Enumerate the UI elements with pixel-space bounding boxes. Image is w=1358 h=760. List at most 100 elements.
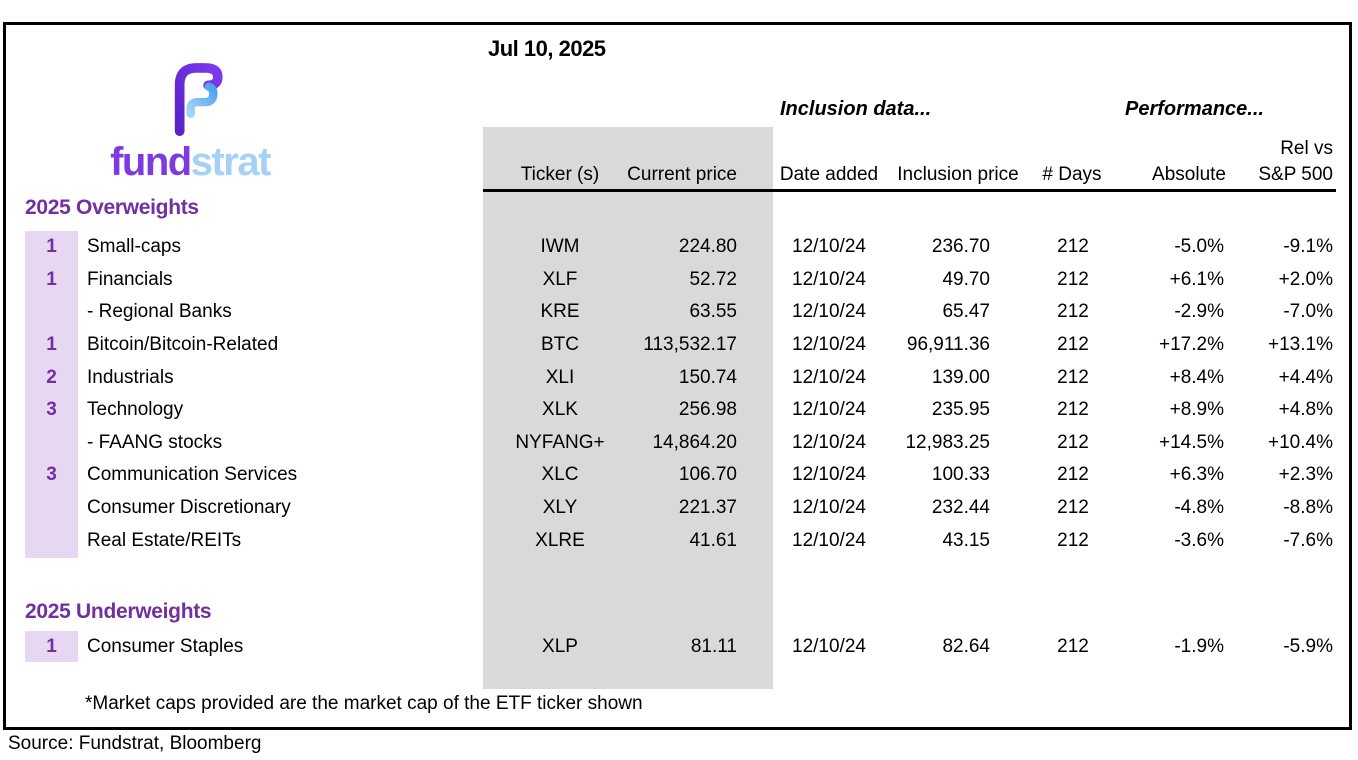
- group-header-inclusion-data: Inclusion data...: [780, 98, 932, 120]
- cell-abs: +6.3%: [1169, 464, 1224, 486]
- cell-rank: 1: [46, 268, 57, 290]
- table-row: 1 Small-caps IWM 224.80 12/10/24 236.70 212 -5.…: [0, 231, 1336, 264]
- cell-category: Technology: [87, 399, 184, 421]
- cell-ticker: XLRE: [535, 529, 585, 551]
- column-header-rel-line2: S&P 500: [1258, 164, 1333, 185]
- cell-date: 12/10/24: [792, 497, 866, 519]
- overweights-rows: 1 Small-caps IWM 224.80 12/10/24 236.70 212 -5.…: [0, 231, 1336, 557]
- cell-date: 12/10/24: [792, 464, 866, 486]
- cell-days: 212: [1057, 366, 1089, 388]
- cell-days: 212: [1057, 268, 1089, 290]
- cell-ticker: KRE: [540, 301, 580, 323]
- column-header-rel-sp500: Rel vs S&P 500: [1225, 136, 1333, 188]
- cell-abs: +14.5%: [1159, 431, 1224, 453]
- cell-price: 63.55: [689, 301, 737, 323]
- table-row: 3 Communication Services XLC 106.70 12/10/24…: [0, 459, 1336, 492]
- cell-price: 256.98: [678, 399, 737, 421]
- cell-ticker: BTC: [541, 334, 579, 356]
- cell-abs: +8.9%: [1169, 399, 1224, 421]
- table-row: 2 Industrials XLI 150.74 12/10/24 139.00 212 +8…: [0, 361, 1336, 394]
- cell-category: - FAANG stocks: [87, 431, 223, 453]
- cell-incprice: 12,983.25: [905, 431, 990, 453]
- cell-rel: +10.4%: [1268, 431, 1333, 453]
- wordmark-strat: strat: [190, 140, 272, 184]
- market-cap-footnote: *Market caps provided are the market cap…: [85, 693, 643, 714]
- cell-abs: -2.9%: [1174, 301, 1224, 323]
- cell-incprice: 139.00: [931, 366, 990, 388]
- column-header-current-price: Current price: [627, 164, 737, 185]
- cell-date: 12/10/24: [792, 334, 866, 356]
- cell-incprice: 100.33: [931, 464, 990, 486]
- cell-date: 12/10/24: [792, 366, 866, 388]
- cell-date: 12/10/24: [792, 268, 866, 290]
- section-title-overweights: 2025 Overweights: [25, 196, 199, 219]
- cell-days: 212: [1057, 497, 1089, 519]
- column-header-ticker: Ticker (s): [520, 164, 600, 185]
- cell-ticker: IWM: [540, 236, 580, 258]
- cell-ticker: XLI: [545, 366, 575, 388]
- cell-rel: +13.1%: [1268, 334, 1333, 356]
- column-header-date-added: Date added: [779, 164, 879, 185]
- cell-category: Small-caps: [87, 236, 181, 258]
- table-row: 3 Technology XLK 256.98 12/10/24 235.95 212 +8.…: [0, 394, 1336, 427]
- cell-category: Bitcoin/Bitcoin-Related: [87, 334, 279, 356]
- cell-category: Consumer Discretionary: [87, 497, 291, 519]
- cell-category: Communication Services: [87, 464, 298, 486]
- cell-days: 212: [1057, 464, 1089, 486]
- cell-abs: +6.1%: [1169, 268, 1224, 290]
- cell-days: 212: [1057, 529, 1089, 551]
- table-row: 1 Consumer Staples XLP 81.11 12/10/24 82.64 21…: [0, 631, 1336, 664]
- cell-rank: 1: [46, 236, 57, 258]
- cell-incprice: 235.95: [931, 399, 990, 421]
- column-header-absolute: Absolute: [1152, 164, 1226, 185]
- cell-rel: -8.8%: [1283, 497, 1333, 519]
- cell-days: 212: [1057, 399, 1089, 421]
- cell-category: - Regional Banks: [87, 301, 232, 323]
- cell-abs: +17.2%: [1159, 334, 1224, 356]
- cell-rel: -7.0%: [1283, 301, 1333, 323]
- cell-abs: -1.9%: [1174, 636, 1224, 658]
- cell-price: 52.72: [689, 268, 737, 290]
- cell-date: 12/10/24: [792, 636, 866, 658]
- cell-rank: 3: [46, 399, 57, 421]
- cell-rel: +2.3%: [1278, 464, 1333, 486]
- cell-incprice: 49.70: [942, 268, 990, 290]
- cell-ticker: NYFANG+: [515, 431, 605, 453]
- cell-incprice: 96,911.36: [906, 334, 990, 356]
- cell-price: 41.61: [689, 529, 737, 551]
- cell-abs: +8.4%: [1169, 366, 1224, 388]
- cell-incprice: 232.44: [931, 497, 990, 519]
- column-header-days: # Days: [1042, 164, 1102, 185]
- underweights-rows: 1 Consumer Staples XLP 81.11 12/10/24 82.64 21…: [0, 631, 1336, 664]
- cell-days: 212: [1057, 301, 1089, 323]
- fundstrat-f-icon: [174, 63, 223, 137]
- cell-date: 12/10/24: [792, 301, 866, 323]
- table-row: - Regional Banks KRE 63.55 12/10/24 65.47 212…: [0, 296, 1336, 329]
- cell-category: Consumer Staples: [87, 636, 244, 658]
- cell-rel: -7.6%: [1283, 529, 1333, 551]
- cell-date: 12/10/24: [792, 431, 866, 453]
- cell-category: Real Estate/REITs: [87, 529, 242, 551]
- cell-abs: -4.8%: [1174, 497, 1224, 519]
- header-underline: [483, 189, 1336, 192]
- cell-ticker: XLY: [542, 497, 578, 519]
- column-header-inclusion-price: Inclusion price: [897, 164, 1019, 185]
- cell-incprice: 43.15: [942, 529, 990, 551]
- report-date: Jul 10, 2025: [488, 36, 606, 61]
- cell-price: 14,864.20: [652, 431, 737, 453]
- table-row: Real Estate/REITs XLRE 41.61 12/10/24 43.15 2…: [0, 524, 1336, 557]
- cell-abs: -5.0%: [1174, 236, 1224, 258]
- cell-category: Industrials: [87, 366, 174, 388]
- cell-ticker: XLF: [542, 268, 578, 290]
- cell-days: 212: [1057, 334, 1089, 356]
- cell-rank: 2: [46, 366, 57, 388]
- cell-ticker: XLP: [542, 636, 578, 658]
- cell-days: 212: [1057, 236, 1089, 258]
- table-row: 1 Bitcoin/Bitcoin-Related BTC 113,532.17 12/…: [0, 329, 1336, 362]
- cell-rel: -9.1%: [1283, 236, 1333, 258]
- table-row: 1 Financials XLF 52.72 12/10/24 49.70 212 +6.1%…: [0, 264, 1336, 297]
- column-header-rel-line1: Rel vs: [1280, 138, 1333, 159]
- cell-rel: -5.9%: [1283, 636, 1333, 658]
- table-row: - FAANG stocks NYFANG+ 14,864.20 12/10/24 12…: [0, 427, 1336, 460]
